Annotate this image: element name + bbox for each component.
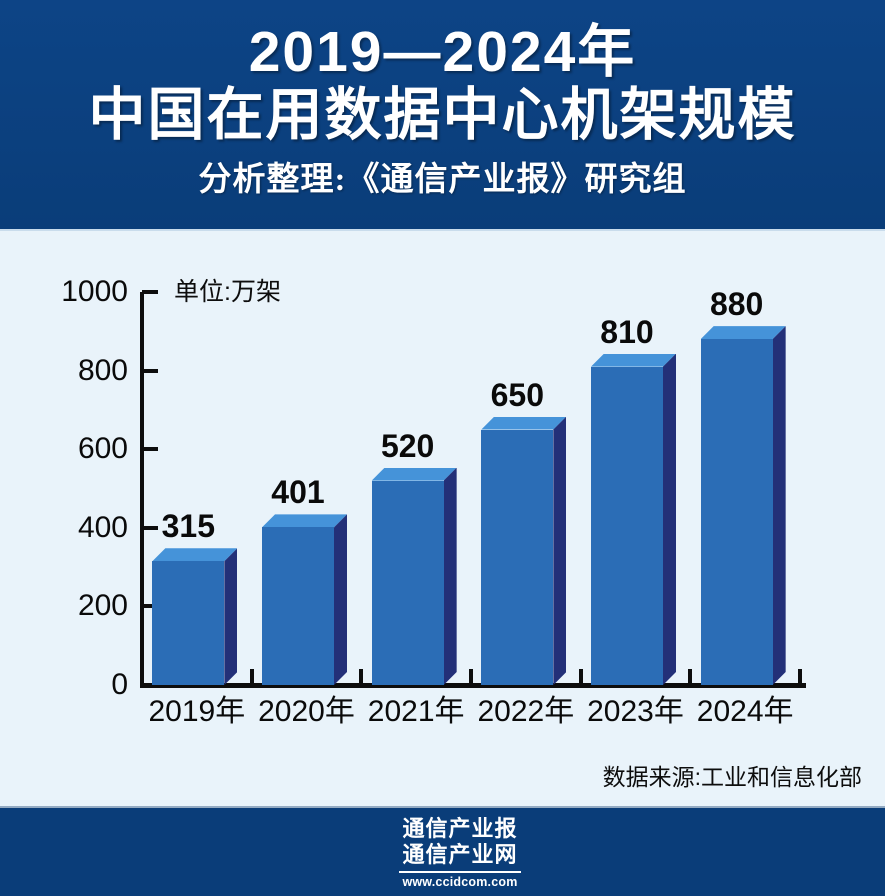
chart-title-line2: 中国在用数据中心机架规模: [88, 83, 797, 147]
source-note: 数据来源:工业和信息化部: [602, 764, 862, 790]
y-axis-tick: [142, 525, 158, 530]
logo-url: www.ccidcom.com: [402, 875, 518, 889]
footer-banner: 通信产业报 通信产业网 www.ccidcom.com: [0, 806, 885, 896]
bar: [700, 339, 773, 685]
x-axis-category-label: 2023年: [587, 695, 684, 728]
bar-value-label: 880: [709, 286, 764, 323]
logo-line1: 通信产业报: [402, 816, 518, 841]
x-axis-tick: [469, 669, 473, 683]
header-banner: 2019—2024年 中国在用数据中心机架规模 分析整理:《通信产业报》研究组: [0, 0, 885, 231]
bar-value-label: 401: [271, 474, 325, 511]
chart-title-line1: 2019—2024年: [248, 20, 637, 84]
bar: [371, 480, 444, 685]
bar-top-face: [481, 417, 566, 430]
bar-side-face: [224, 548, 237, 685]
bar-value-label: 650: [490, 376, 545, 413]
bar-top-face: [701, 326, 786, 339]
y-axis-tick: [142, 604, 158, 609]
logo-line2: 通信产业网: [402, 842, 518, 867]
x-axis-category-label: 2019年: [148, 695, 246, 728]
bar-side-face: [553, 417, 566, 685]
bar: [152, 561, 225, 685]
bar-side-face: [334, 514, 347, 685]
y-axis-label: 800: [77, 353, 128, 387]
x-axis-tick: [249, 669, 254, 683]
y-axis-label: 0: [111, 668, 128, 701]
logo-divider: [399, 871, 521, 873]
y-axis-label: 200: [77, 589, 128, 623]
x-axis-category-label: 2022年: [477, 695, 575, 728]
x-axis-tick: [359, 669, 364, 683]
x-axis-category-label: 2021年: [367, 695, 465, 728]
bar-top-face: [372, 468, 457, 481]
unit-label: 单位:万架: [174, 278, 281, 306]
bar: [262, 527, 334, 685]
publisher-logo: 通信产业报 通信产业网 www.ccidcom.com: [399, 816, 521, 889]
y-axis-tick: [142, 447, 158, 452]
y-axis-label: 400: [77, 510, 128, 544]
bar-side-face: [444, 468, 457, 685]
chart-subtitle: 分析整理:《通信产业报》研究组: [198, 162, 687, 198]
bar-value-label: 810: [600, 313, 654, 350]
chart-area: 单位:万架 0 200 400 600 800 1000 315 2019年 401 2020年 5…: [61, 275, 806, 728]
bar-value-label: 520: [380, 427, 435, 464]
bar-top-face: [262, 514, 347, 527]
y-axis-label: 600: [77, 432, 128, 466]
x-axis-tick: [798, 669, 802, 683]
y-axis-line: [140, 292, 144, 688]
x-axis-line: [140, 683, 806, 688]
y-axis-tick: [142, 368, 158, 373]
bar-top-face: [591, 354, 676, 367]
x-axis-category-label: 2020年: [258, 695, 355, 728]
bar-top-face: [152, 548, 237, 561]
y-axis-tick: [142, 290, 158, 294]
bar-value-label: 315: [161, 508, 216, 545]
y-axis-label: 1000: [61, 275, 128, 308]
bar-side-face: [773, 326, 786, 685]
bar: [481, 429, 554, 685]
bar: [591, 366, 663, 685]
x-axis-category-label: 2024年: [696, 695, 794, 728]
bar-side-face: [663, 354, 676, 685]
x-axis-tick: [688, 669, 693, 683]
x-axis-tick: [578, 669, 583, 683]
